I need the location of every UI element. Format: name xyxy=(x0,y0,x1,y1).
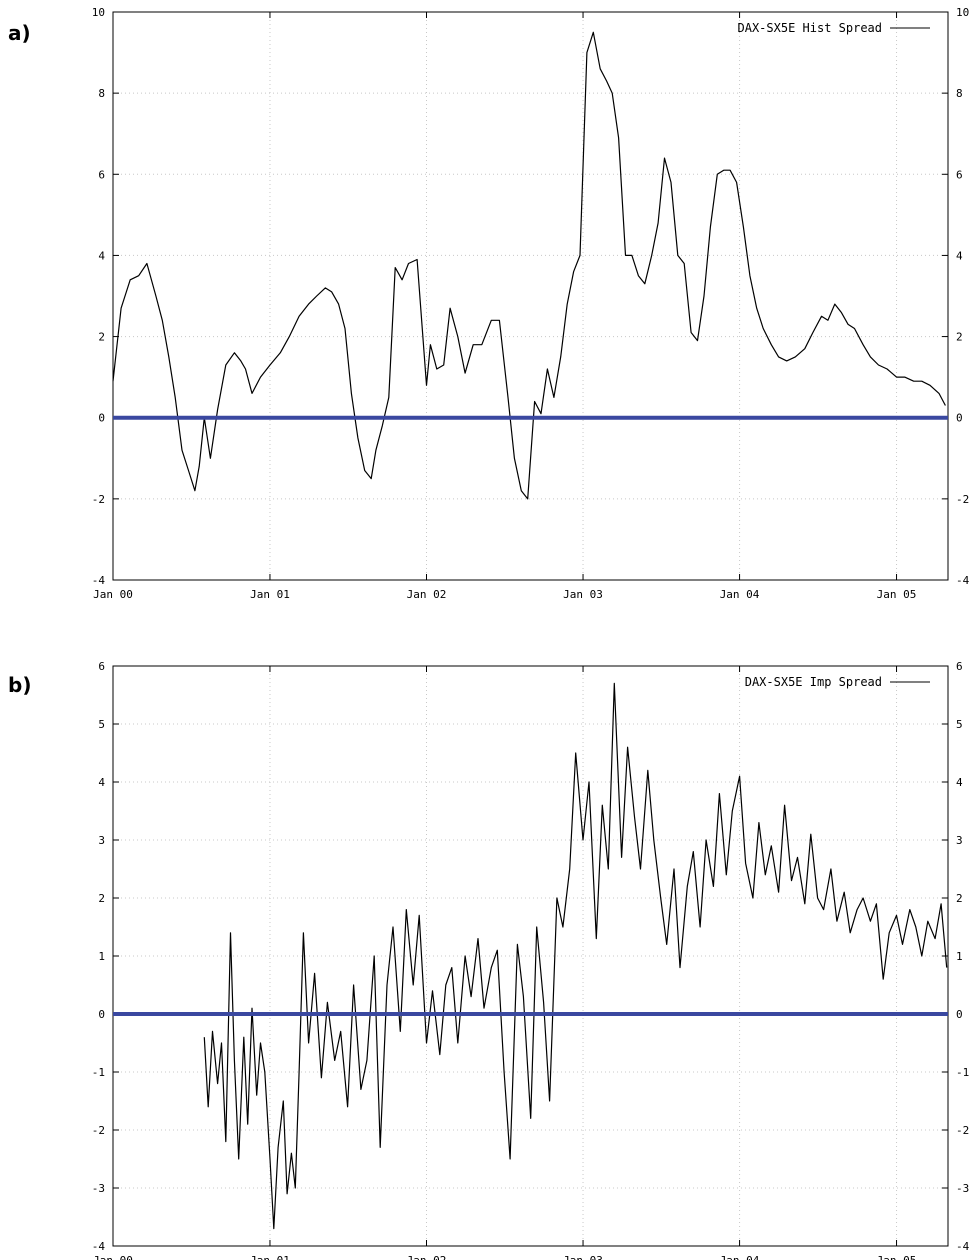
x-tick-label: Jan 03 xyxy=(563,1254,603,1260)
x-tick-label: Jan 05 xyxy=(877,1254,917,1260)
panel-label: a) xyxy=(8,21,31,45)
series-line xyxy=(203,682,948,1230)
y-tick-label-left: -4 xyxy=(92,1240,106,1253)
y-tick-label-left: 0 xyxy=(98,1008,105,1021)
x-tick-label: Jan 00 xyxy=(93,1254,133,1260)
y-tick-label-right: 10 xyxy=(956,6,969,19)
y-tick-label-right: -4 xyxy=(956,574,970,587)
y-tick-label-right: 5 xyxy=(956,718,963,731)
y-tick-label-right: -1 xyxy=(956,1066,969,1079)
y-tick-label-right: 4 xyxy=(956,249,963,262)
y-tick-label-right: -4 xyxy=(956,1240,970,1253)
y-tick-label-right: 2 xyxy=(956,892,963,905)
y-tick-label-right: 0 xyxy=(956,1008,963,1021)
plot-frame xyxy=(112,11,949,581)
y-tick-label-right: 6 xyxy=(956,660,963,673)
y-tick-label-left: 8 xyxy=(98,87,105,100)
y-tick-label-left: -4 xyxy=(92,574,106,587)
y-tick-label-right: -2 xyxy=(956,1124,969,1137)
legend-label: DAX-SX5E Imp Spread xyxy=(745,675,882,689)
y-tick-label-left: 5 xyxy=(98,718,105,731)
y-tick-label-left: 2 xyxy=(98,892,105,905)
y-tick-label-left: 1 xyxy=(98,950,105,963)
y-tick-label-right: 4 xyxy=(956,776,963,789)
y-tick-label-right: 8 xyxy=(956,87,963,100)
y-tick-label-left: 2 xyxy=(98,331,105,344)
panel-label: b) xyxy=(8,673,31,697)
y-tick-label-right: 0 xyxy=(956,412,963,425)
x-tick-label: Jan 01 xyxy=(250,1254,290,1260)
x-tick-label: Jan 05 xyxy=(877,588,917,601)
y-tick-label-right: -3 xyxy=(956,1182,969,1195)
y-tick-label-left: -3 xyxy=(92,1182,105,1195)
y-tick-label-right: 1 xyxy=(956,950,963,963)
y-tick-label-right: -2 xyxy=(956,493,969,506)
chart-panel-b: b) -4 -4 -3 -3 -2 -2 -1 -1 0 0 1 1 2 2 3 3 4 4 5 5 6 6 Jan 00 Ja… xyxy=(8,660,970,1260)
y-tick-label-left: 10 xyxy=(92,6,105,19)
y-tick-label-left: 3 xyxy=(98,834,105,847)
y-tick-label-left: 4 xyxy=(98,776,105,789)
y-tick-label-right: 2 xyxy=(956,331,963,344)
y-tick-label-left: -1 xyxy=(92,1066,105,1079)
x-tick-label: Jan 00 xyxy=(93,588,133,601)
y-tick-label-left: 6 xyxy=(98,168,105,181)
y-tick-label-left: -2 xyxy=(92,493,105,506)
y-tick-label-left: 4 xyxy=(98,249,105,262)
legend-label: DAX-SX5E Hist Spread xyxy=(738,21,883,35)
x-tick-label: Jan 02 xyxy=(407,588,447,601)
y-tick-label-left: 0 xyxy=(98,412,105,425)
x-tick-label: Jan 01 xyxy=(250,588,290,601)
y-tick-label-left: -2 xyxy=(92,1124,105,1137)
y-tick-label-right: 3 xyxy=(956,834,963,847)
y-tick-label-left: 6 xyxy=(98,660,105,673)
chart-panel-a: a) -4 -4 -2 -2 0 0 2 2 4 4 6 6 8 8 10 10 Jan 00 Jan 01 Jan … xyxy=(8,6,970,601)
x-tick-label: Jan 03 xyxy=(563,588,603,601)
series-line xyxy=(112,31,946,500)
x-tick-label: Jan 02 xyxy=(407,1254,447,1260)
x-tick-label: Jan 04 xyxy=(720,588,760,601)
x-tick-label: Jan 04 xyxy=(720,1254,760,1260)
y-tick-label-right: 6 xyxy=(956,168,963,181)
